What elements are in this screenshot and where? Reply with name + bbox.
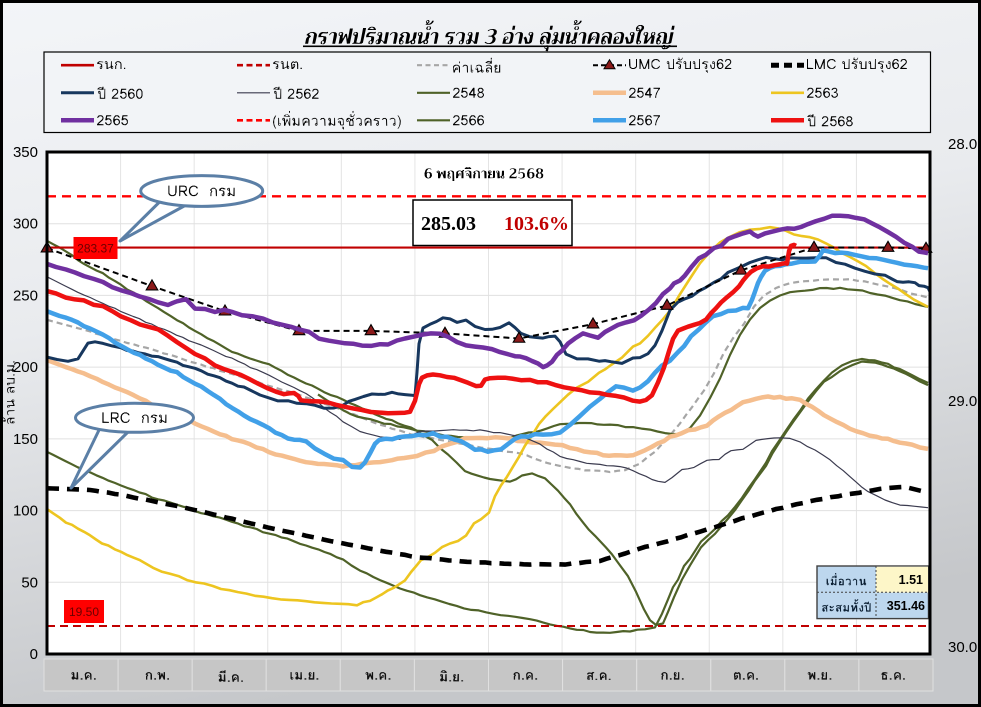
svg-text:1.51: 1.51 xyxy=(899,573,923,587)
svg-text:350: 350 xyxy=(13,144,38,161)
svg-text:103.6%: 103.6% xyxy=(504,213,569,235)
svg-text:200: 200 xyxy=(13,359,38,376)
svg-text:250: 250 xyxy=(13,287,38,304)
svg-text:150: 150 xyxy=(13,431,38,448)
svg-text:100: 100 xyxy=(13,503,38,520)
svg-text:0: 0 xyxy=(30,646,38,663)
svg-text:28.0: 28.0 xyxy=(948,136,977,153)
svg-text:283.37: 283.37 xyxy=(77,242,114,256)
svg-text:30.0: 30.0 xyxy=(948,639,977,656)
svg-text:285.03: 285.03 xyxy=(421,213,476,235)
svg-text:300: 300 xyxy=(13,216,38,233)
svg-text:351.46: 351.46 xyxy=(887,599,925,613)
svg-text:29.0: 29.0 xyxy=(948,393,977,410)
svg-text:50: 50 xyxy=(21,574,38,591)
svg-text:19.50: 19.50 xyxy=(69,605,99,619)
